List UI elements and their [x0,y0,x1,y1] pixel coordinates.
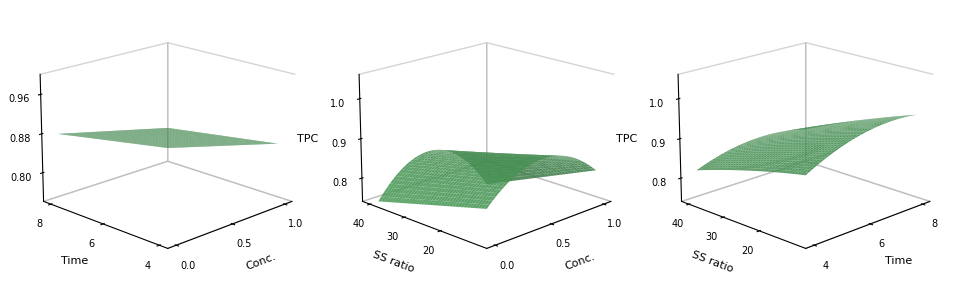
Y-axis label: SS ratio: SS ratio [691,249,735,274]
X-axis label: Conc.: Conc. [563,251,596,272]
Y-axis label: SS ratio: SS ratio [372,249,415,274]
Y-axis label: Time: Time [61,256,88,266]
X-axis label: Time: Time [885,256,913,266]
X-axis label: Conc.: Conc. [244,251,277,272]
